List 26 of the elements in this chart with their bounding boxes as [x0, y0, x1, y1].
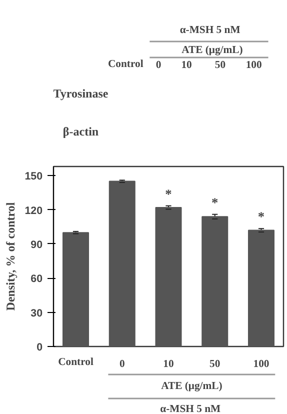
- text: ATE (μg/mL): [161, 381, 223, 392]
- annotation: *: [258, 209, 265, 224]
- x-tick-label: 50: [210, 359, 220, 370]
- y-axis-title: Density, % of control: [4, 202, 18, 311]
- y-tick-label: 60: [30, 273, 43, 286]
- annotation: *: [165, 186, 172, 202]
- y-tick-label: 0: [36, 342, 43, 354]
- y-tick-label: 150: [24, 170, 43, 183]
- y-tick-label: 120: [24, 204, 43, 217]
- text: Tyrosinase: [53, 86, 109, 100]
- annotation: *: [212, 194, 219, 210]
- x-tick-label: 100: [253, 359, 270, 370]
- category-label: 50: [214, 60, 226, 71]
- text: α-MSH 5 nM: [160, 404, 221, 414]
- y-tick-label: 30: [30, 307, 43, 320]
- text: β-actin: [62, 124, 99, 138]
- text: ATE (μg/mL): [182, 45, 243, 56]
- category-label: 10: [181, 60, 192, 71]
- x-tick-label: 10: [163, 359, 174, 370]
- text: α-MSH 5 nM: [180, 25, 240, 36]
- x-tick-label: 0: [119, 359, 125, 370]
- x-tick-label: Control: [58, 357, 94, 368]
- y-tick-label: 90: [30, 238, 43, 251]
- category-label: 0: [156, 60, 162, 71]
- category-label: 100: [246, 60, 262, 71]
- category-label: Control: [108, 59, 144, 70]
